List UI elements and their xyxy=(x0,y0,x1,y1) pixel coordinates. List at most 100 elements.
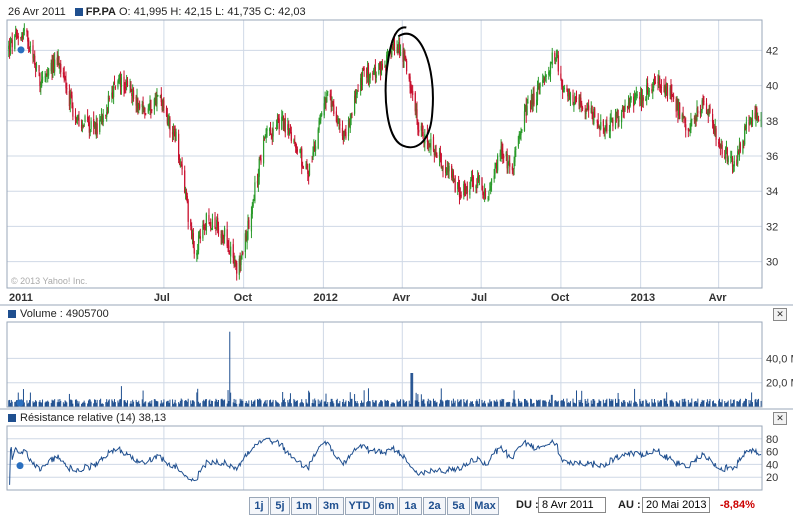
candle-body xyxy=(52,61,54,74)
candle-body xyxy=(11,39,13,48)
from-date-field[interactable] xyxy=(538,497,606,513)
to-date-field[interactable] xyxy=(642,497,710,513)
candle-body xyxy=(404,51,406,59)
candle-body xyxy=(197,251,199,253)
low-label: L: xyxy=(215,6,225,18)
candle-body xyxy=(56,57,58,65)
candle-body xyxy=(45,74,47,79)
candle-body xyxy=(187,200,189,222)
candle-body xyxy=(532,93,534,104)
candle-body xyxy=(597,121,599,127)
candle-body xyxy=(329,93,331,98)
candle-body xyxy=(198,234,201,236)
candle-body xyxy=(270,133,272,135)
high-value: 42,15 xyxy=(184,6,212,18)
range-1m-button[interactable]: 1m xyxy=(291,497,317,515)
candle-body xyxy=(405,57,407,61)
candle-body xyxy=(693,117,695,120)
candle-body xyxy=(185,192,188,198)
candle-body xyxy=(672,96,674,98)
candle-body xyxy=(507,165,509,169)
candle-body xyxy=(217,227,220,235)
range-max-button[interactable]: Max xyxy=(471,497,499,515)
range-6m-button[interactable]: 6m xyxy=(375,497,398,515)
candle-body xyxy=(21,35,23,37)
volume-start-marker xyxy=(16,399,24,407)
candle-body xyxy=(683,117,685,119)
time-tick-label: 2012 xyxy=(313,292,337,304)
candle-body xyxy=(477,176,479,186)
price-tick-label: 40 xyxy=(766,81,778,93)
candle-body xyxy=(615,115,617,117)
candle-body xyxy=(282,117,285,129)
range-3m-button[interactable]: 3m xyxy=(318,497,344,515)
panel-frames xyxy=(0,19,793,491)
candle-body xyxy=(690,120,692,131)
candle-body xyxy=(708,108,710,115)
candle-body xyxy=(151,109,153,111)
candle-body xyxy=(580,97,582,106)
candle-body xyxy=(610,117,612,120)
candle-body xyxy=(428,146,430,148)
candle-body xyxy=(332,101,334,105)
candle-body xyxy=(215,230,217,232)
candle-body xyxy=(362,69,364,71)
volume-label-text: Volume : 4905700 xyxy=(20,308,109,320)
candle-body xyxy=(293,140,295,142)
candle-body xyxy=(139,104,141,109)
candle-body xyxy=(501,147,503,153)
candle-body xyxy=(156,94,158,105)
candle-body xyxy=(47,74,49,76)
candle-body xyxy=(618,119,620,123)
candle-body xyxy=(288,123,290,134)
candle-body xyxy=(551,52,553,65)
candle-body xyxy=(415,109,417,111)
candle-body xyxy=(699,110,702,114)
range-5j-button[interactable]: 5j xyxy=(270,497,290,515)
candle-body xyxy=(275,124,278,127)
candle-body xyxy=(68,91,71,107)
quote-date: 26 Avr 2011 xyxy=(8,6,66,18)
candle-body xyxy=(367,65,370,82)
candle-body xyxy=(112,91,114,98)
candle-body xyxy=(148,105,150,109)
candle-body xyxy=(60,63,62,73)
range-1j-button[interactable]: 1j xyxy=(249,497,269,515)
candle-body xyxy=(484,190,487,199)
rsi-tick-label: 60 xyxy=(766,447,778,459)
rsi-tick-label: 80 xyxy=(766,434,778,446)
candle-body xyxy=(169,118,171,131)
candle-body xyxy=(403,52,405,61)
candle-body xyxy=(430,139,432,150)
candle-body xyxy=(421,123,423,131)
candle-body xyxy=(469,189,471,195)
range-ytd-button[interactable]: YTD xyxy=(345,497,374,515)
candle-body xyxy=(682,114,684,117)
start-marker xyxy=(17,46,25,54)
candle-body xyxy=(167,120,169,125)
close-volume-panel-button[interactable]: ✕ xyxy=(773,308,787,321)
candle-body xyxy=(676,100,678,110)
candle-body xyxy=(84,116,86,123)
candle-body xyxy=(301,148,303,167)
price-tick-label: 32 xyxy=(766,221,778,233)
close-rsi-panel-button[interactable]: ✕ xyxy=(773,412,787,425)
candle-body xyxy=(603,128,605,133)
range-2a-button[interactable]: 2a xyxy=(423,497,446,515)
candle-body xyxy=(542,80,544,83)
candle-body xyxy=(665,84,667,95)
range-1a-button[interactable]: 1a xyxy=(399,497,422,515)
candle-body xyxy=(476,184,478,186)
candle-body xyxy=(464,181,466,190)
candle-body xyxy=(433,150,435,156)
range-5a-button[interactable]: 5a xyxy=(447,497,470,515)
quote-header: 26 Avr 2011 FP.PA O: 41,995 H: 42,15 L: … xyxy=(8,6,306,18)
candle-body xyxy=(330,96,332,108)
candle-body xyxy=(512,168,514,171)
candle-body xyxy=(611,118,613,120)
candle-body xyxy=(714,126,716,134)
candle-body xyxy=(554,52,556,61)
candle-body xyxy=(689,128,691,130)
candle-body xyxy=(259,157,261,159)
